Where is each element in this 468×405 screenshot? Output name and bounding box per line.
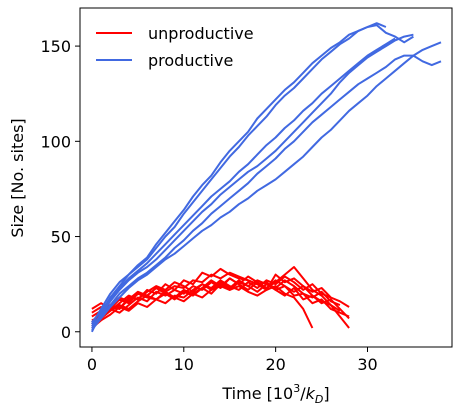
y-tick-label: 150 [40, 37, 71, 56]
x-tick-label: 30 [357, 355, 377, 374]
y-tick-label: 50 [51, 228, 71, 247]
x-axis-title-mid: / [300, 384, 306, 403]
y-axis-title: Size [No. sites] [8, 118, 27, 237]
x-axis-title: Time [103/kD] [221, 382, 329, 405]
unproductive-series-line-0 [91, 267, 314, 329]
series-layer [90, 22, 442, 333]
productive-series-line-9 [91, 22, 387, 325]
unproductive-series-line-7 [91, 279, 350, 329]
x-tick-label: 10 [174, 355, 194, 374]
x-axis-title-sup: 3 [293, 382, 300, 395]
productive-series-line-13 [91, 37, 396, 323]
y-tick-label: 100 [40, 132, 71, 151]
y-tick-label: 0 [61, 323, 71, 342]
legend-label-productive: productive [148, 51, 233, 70]
x-tick-label: 0 [87, 355, 97, 374]
productive-series-line-12 [91, 41, 442, 331]
unproductive-series-line-6 [91, 266, 341, 323]
legend-label-unproductive: unproductive [148, 24, 254, 43]
unproductive-series-line-3 [91, 277, 350, 329]
x-tick-label: 20 [265, 355, 285, 374]
x-axis-title-post: ] [323, 384, 329, 403]
ticks-layer: 0 10 20 30 0 50 100 150 [40, 37, 377, 374]
productive-series-line-10 [91, 54, 442, 329]
productive-series-line-11 [91, 33, 414, 327]
x-axis-title-sub: D [315, 393, 323, 405]
legend: unproductive productive [96, 24, 254, 70]
x-axis-title-ital: k [306, 384, 316, 403]
x-axis-title-pre: Time [10 [221, 384, 293, 403]
plot-frame [79, 7, 453, 348]
